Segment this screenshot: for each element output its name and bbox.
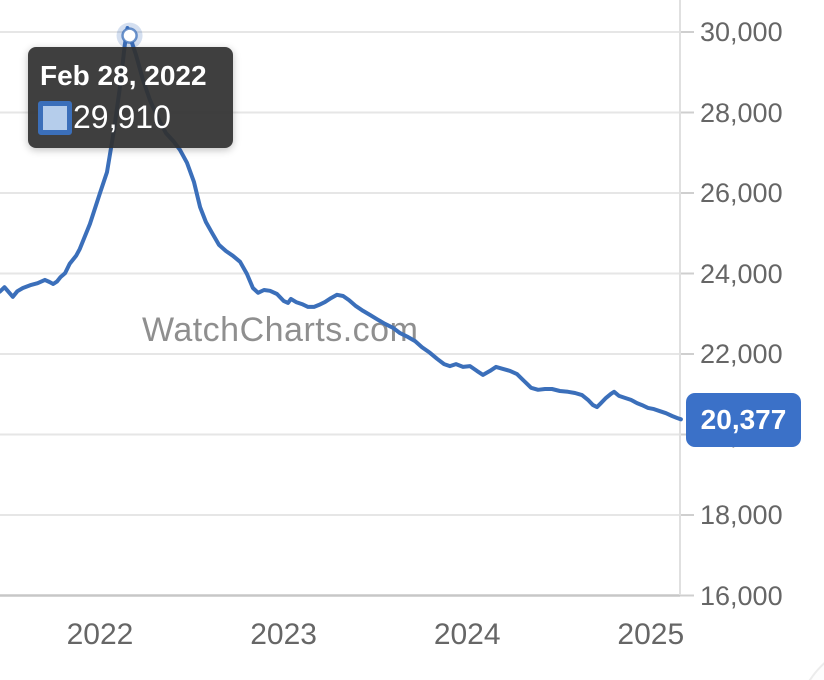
- chart-tooltip: Feb 28, 2022 29,910: [28, 47, 233, 148]
- series-swatch-icon: [38, 100, 72, 135]
- price-line-series[interactable]: [0, 26, 683, 422]
- tooltip-value: 29,910: [73, 99, 171, 135]
- tooltip-series-row: 29,910: [38, 99, 221, 136]
- current-value-badge: 20,377: [686, 393, 801, 447]
- hovered-point-marker[interactable]: [121, 27, 138, 44]
- tooltip-date: Feb 28, 2022: [40, 60, 207, 91]
